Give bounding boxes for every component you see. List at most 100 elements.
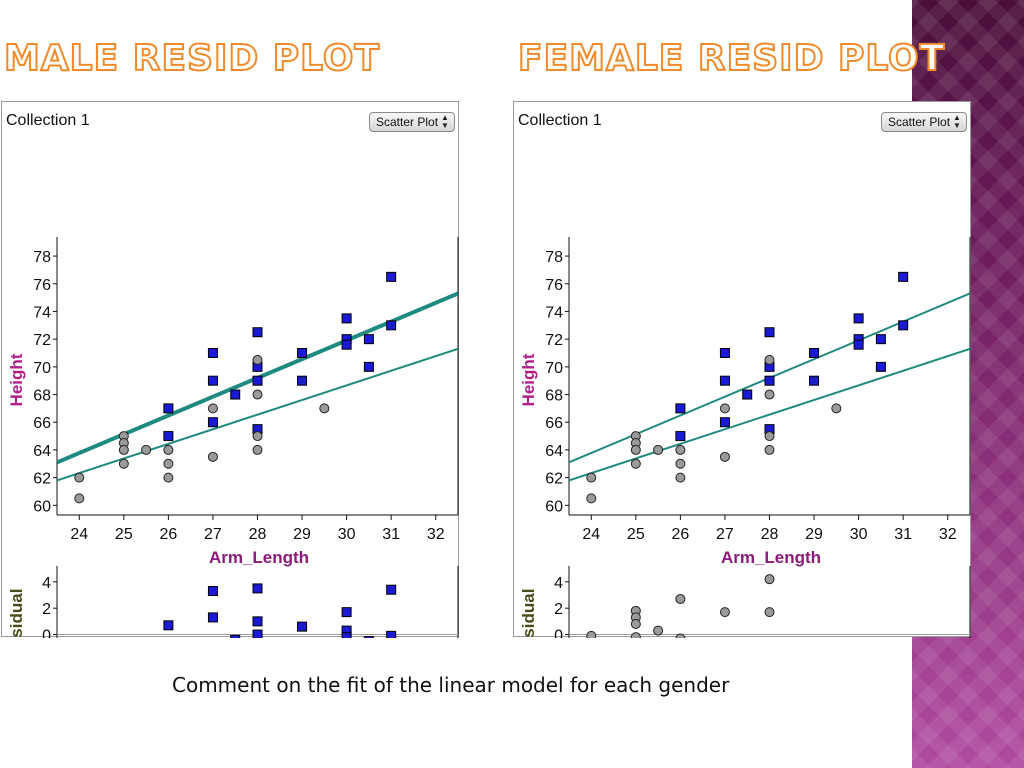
data-point [319, 403, 330, 414]
data-point [118, 444, 129, 455]
x-tick-label: 28 [249, 526, 267, 543]
residual-points [163, 583, 397, 638]
data-point [764, 389, 775, 400]
x-tick-label: 29 [293, 526, 311, 543]
residual-point [341, 607, 352, 618]
comment-text: Comment on the fit of the linear model f… [172, 673, 730, 697]
data-point [230, 389, 241, 400]
data-point [363, 361, 374, 372]
data-point [719, 417, 730, 428]
residual-point [341, 632, 352, 638]
y-tick-label: 60 [33, 498, 51, 515]
data-point [742, 389, 753, 400]
up-down-arrows-icon: ▲ ▼ [953, 113, 961, 130]
data-point [252, 354, 263, 365]
data-point [252, 444, 263, 455]
y-tick-label: 64 [33, 443, 51, 460]
data-point [163, 458, 174, 469]
data-point [831, 403, 842, 414]
data-point [853, 339, 864, 350]
data-points [586, 271, 909, 504]
data-point [386, 320, 397, 331]
data-point [719, 375, 730, 386]
y-tick-label: 74 [545, 304, 563, 321]
data-point [719, 451, 730, 462]
y-tick-label: 62 [33, 471, 51, 488]
residual-y-tick-label: 0 [554, 628, 563, 638]
residual-y-tick-label: 2 [42, 601, 51, 618]
x-tick-label: 32 [427, 526, 445, 543]
data-point [207, 348, 218, 358]
residual-point [764, 607, 775, 618]
residual-point [252, 583, 263, 594]
x-tick-label: 31 [382, 526, 400, 543]
data-point [586, 472, 597, 483]
residual-point [207, 612, 218, 623]
plot-type-label: Scatter Plot [376, 115, 439, 129]
fit-line [57, 347, 458, 482]
data-point [207, 403, 218, 414]
x-tick-label: 32 [939, 526, 957, 543]
data-point [207, 417, 218, 428]
y-tick-label: 72 [33, 332, 51, 349]
data-point [675, 431, 686, 442]
data-point [875, 334, 886, 345]
data-point [297, 348, 308, 358]
data-point [252, 389, 263, 400]
data-point [252, 327, 263, 338]
residual-point [163, 620, 174, 631]
data-point [163, 403, 174, 414]
data-point [163, 472, 174, 483]
collection-label: Collection 1 [518, 112, 602, 129]
data-point [118, 458, 129, 469]
x-tick-label: 24 [70, 526, 88, 543]
y-tick-label: 76 [33, 277, 51, 294]
data-point [363, 334, 374, 345]
x-tick-label: 27 [204, 526, 222, 543]
y-tick-label: 76 [545, 277, 563, 294]
residual-point [586, 630, 597, 638]
residual-y-tick-label: 2 [554, 601, 563, 618]
data-point [675, 472, 686, 483]
residual-point [207, 586, 218, 597]
data-point [853, 313, 864, 324]
data-point [653, 444, 664, 455]
data-point [163, 444, 174, 455]
data-point [341, 339, 352, 350]
x-tick-label: 30 [338, 526, 356, 543]
data-point [74, 493, 85, 504]
x-tick-label: 24 [582, 526, 600, 543]
plot-type-select[interactable]: Scatter Plot ▲ ▼ [881, 112, 967, 132]
x-tick-label: 27 [716, 526, 734, 543]
data-point [764, 375, 775, 386]
data-point [764, 327, 775, 338]
y-tick-label: 74 [33, 304, 51, 321]
residual-point [252, 629, 263, 638]
residual-point [230, 634, 241, 638]
data-point [252, 375, 263, 386]
data-point [875, 361, 886, 372]
plot-type-label: Scatter Plot [888, 115, 951, 129]
data-point [74, 472, 85, 483]
residual-point [630, 619, 641, 629]
y-tick-label: 64 [545, 443, 563, 460]
residual-point [719, 607, 730, 618]
x-tick-label: 26 [159, 526, 177, 543]
y-tick-label: 62 [545, 471, 563, 488]
up-down-arrows-icon: ▲ ▼ [441, 113, 449, 130]
data-point [297, 375, 308, 386]
data-point [630, 458, 641, 469]
plot-type-select[interactable]: Scatter Plot ▲ ▼ [369, 112, 455, 132]
female-title: Female Resid Plot [517, 37, 946, 80]
data-point [386, 271, 397, 282]
residual-point [363, 636, 374, 638]
data-point [764, 354, 775, 365]
data-point [630, 444, 641, 455]
data-point [898, 271, 909, 282]
residual-point [675, 633, 686, 638]
y-tick-label: 60 [545, 498, 563, 515]
data-points [74, 271, 397, 504]
residual-y-tick-label: 4 [42, 575, 51, 592]
